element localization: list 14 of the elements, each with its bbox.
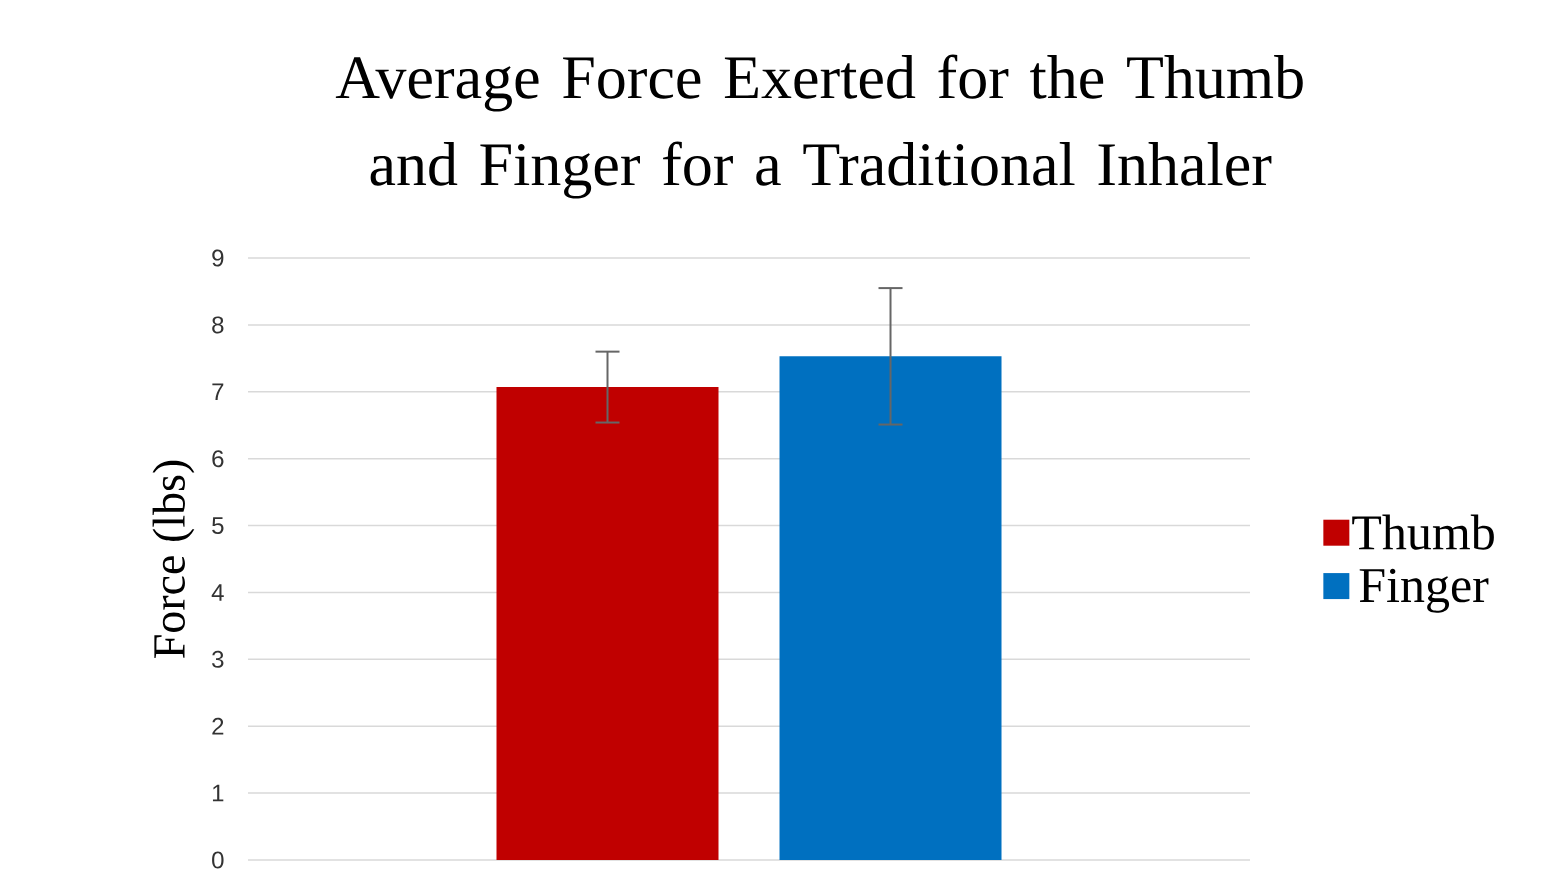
y-tick-label: 0 bbox=[212, 851, 224, 869]
y-tick-label: 9 bbox=[212, 249, 224, 267]
y-tick-label: 8 bbox=[212, 316, 224, 334]
y-tick-label: 4 bbox=[211, 584, 224, 601]
chart-title: Average Force Exerted for the Thumb and Finger for a Traditional Inhaler bbox=[335, 54, 1303, 199]
y-tick-label: 5 bbox=[212, 517, 224, 534]
y-tick-label: 6 bbox=[212, 450, 224, 468]
y-tick-label: 7 bbox=[212, 383, 224, 401]
legend-label: Finger bbox=[1359, 568, 1489, 613]
y-tick-label: 1 bbox=[212, 784, 224, 802]
y-axis-title: Force (lbs) bbox=[152, 460, 195, 658]
y-tick-label: 2 bbox=[212, 717, 224, 735]
y-tick-label: 3 bbox=[212, 650, 224, 668]
legend-label: Thumb bbox=[1352, 514, 1494, 550]
